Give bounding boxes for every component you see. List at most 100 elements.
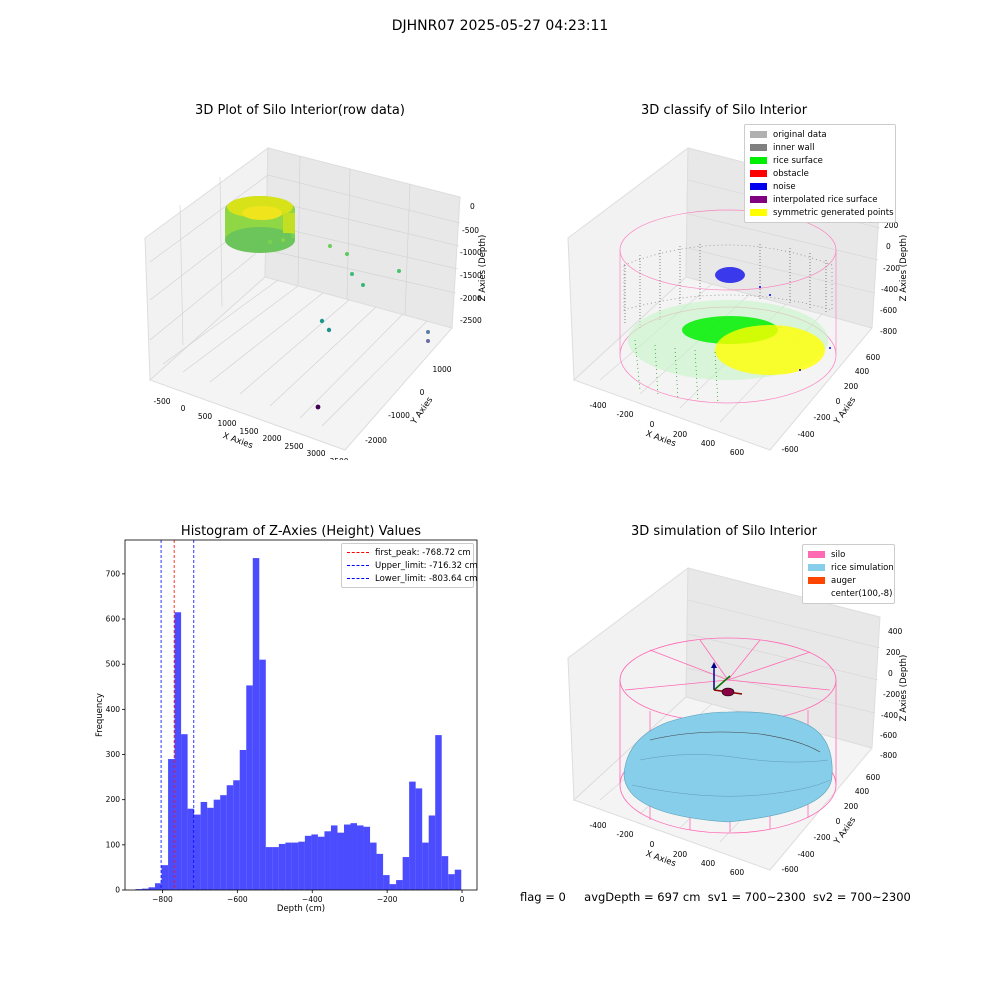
histogram-bar [265,847,273,890]
simulation-auger-marker [711,662,743,697]
status-avg-depth: avgDepth = 697 cm [584,890,701,904]
status-sv1: sv1 = 700~2300 [707,890,806,904]
classify-ztick: -800 [880,327,897,336]
histogram-xtick-label: −800 [152,895,173,904]
classify-legend-label: symmetric generated points [773,207,894,218]
simulation-ztick: -600 [880,731,897,740]
histogram-bar [239,750,247,890]
simulation-legend-item: auger [808,574,889,587]
simulation-ztick: 0 [888,669,893,678]
histogram-bar [252,558,260,890]
histogram-bar [357,825,364,890]
classify-legend-item: noise [750,180,890,193]
histogram-bar [226,785,234,890]
histogram-ylabel: Frequency [95,693,105,737]
simulation-xtick: -400 [589,821,606,830]
histogram-bar [402,857,410,890]
classify-legend-label: inner wall [773,142,815,153]
classify-xtick: 200 [673,430,688,439]
classify-legend-swatch [750,209,767,216]
histogram-reference-lines [160,540,195,890]
histogram-bar [454,869,462,890]
classify-ztick: 200 [884,221,899,230]
histogram-ytick-label: 700 [106,569,121,578]
status-sv2: sv2 = 700~2300 [812,890,911,904]
simulation-ytick: -200 [813,833,830,842]
classify-legend-item: rice surface [750,154,890,167]
histogram-bar [350,823,358,890]
histogram-bar [317,836,325,890]
raw-ztick: -2000 [460,294,482,303]
histogram-bar [428,815,436,890]
classify-ytick: 0 [836,397,841,406]
histogram-legend: first_peak: -768.72 cm Upper_limit: -716.… [341,543,478,588]
histogram-legend-line [347,565,369,566]
classify-ytick: -200 [813,413,830,422]
histogram-y-ticks: 0 100 200 300 400 500 600 700 [106,569,125,895]
histogram-legend-item: Lower_limit: -803.64 cm [347,572,477,585]
histogram-bar [415,788,423,890]
classify-xtick: -200 [616,410,633,419]
simulation-xtick: 400 [701,859,716,868]
classify-legend: original data inner wall rice surface obsta… [744,124,896,223]
histogram-xlabel: Depth (cm) [277,904,325,914]
histogram-bar [155,883,162,890]
histogram-bar [187,808,195,890]
classify-legend-item: obstacle [750,167,890,180]
simulation-legend-item: silo [808,548,889,561]
simulation-legend-item: center(100,-8) [808,587,892,600]
histogram-legend-label: Lower_limit: -803.64 cm [375,573,478,584]
histogram-bar [148,887,156,890]
simulation-legend-label: rice simulation [831,562,894,573]
classify-legend-swatch [750,157,767,164]
classify-xtick: 600 [730,448,745,457]
raw-ylabel: Y Axies [409,395,436,427]
histogram-ytick-label: 200 [106,795,121,804]
classify-xtick: 400 [701,439,716,448]
simulation-rice-surface [623,711,833,823]
simulation-ztick: -200 [883,690,900,699]
raw-xtick: 1500 [239,427,258,436]
simulation-3d-plot: -400 -200 0 200 400 600 X Axies -600 -40… [567,566,909,877]
histogram-bar [396,880,403,890]
histogram-bar [304,835,312,890]
classify-legend-label: rice surface [773,155,823,166]
histogram-bar [448,874,455,890]
simulation-ytick: 600 [866,773,881,782]
classify-legend-item: interpolated rice surface [750,193,890,206]
simulation-legend: silo rice simulation auger center(100,-8) [802,544,895,604]
simulation-xtick: -200 [616,830,633,839]
histogram-bar [363,826,371,890]
histogram-bar [259,659,266,890]
simulation-ztick: 200 [886,648,901,657]
histogram-x-ticks: −800 −600 −400 −200 0 [152,890,465,904]
simulation-ytick: 400 [855,787,870,796]
classify-3d-plot: -400 -200 0 200 400 600 X Axies -600 -40… [567,146,909,457]
histogram-bar [337,832,344,890]
histogram-bar [220,795,227,890]
classify-legend-label: interpolated rice surface [773,194,878,205]
classify-ytick: -400 [797,430,814,439]
histogram-bar [285,842,292,890]
simulation-ytick: -400 [797,850,814,859]
raw-ytick: -1000 [388,411,410,420]
histogram-bar [343,824,351,890]
classify-xtick: -400 [589,401,606,410]
status-flag: flag = 0 [520,890,566,904]
classify-ytick: 400 [855,367,870,376]
raw-xtick: -500 [153,397,170,406]
raw-xtick: 3500 [329,457,348,460]
histogram-bar [376,853,384,890]
status-line: flag = 0 avgDepth = 697 cm sv1 = 700~230… [520,890,911,904]
histogram-bar [291,842,299,890]
histogram-bar [330,825,338,890]
classify-legend-swatch [750,196,767,203]
classify-ztick: -600 [880,306,897,315]
raw-xtick: 500 [198,412,213,421]
classify-ztick: -400 [881,285,898,294]
histogram-bar [181,734,188,890]
classify-zlabel: Z Axies (Depth) [899,235,909,302]
raw-xtick: 2000 [262,434,281,443]
simulation-legend-swatch [808,577,825,584]
histogram-bar [383,875,390,890]
